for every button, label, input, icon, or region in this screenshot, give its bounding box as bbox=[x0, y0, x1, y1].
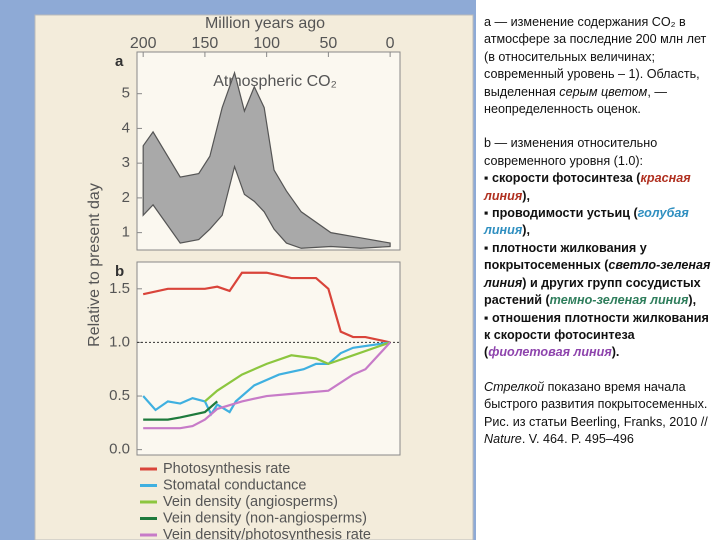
y-tick-label: 3 bbox=[122, 154, 130, 171]
caption-text: серым цветом bbox=[559, 84, 648, 99]
series-line bbox=[143, 341, 391, 430]
caption-text: b — изменения относительно современного … bbox=[484, 136, 658, 168]
caption-text: ▪ скорости фотосинтеза ( bbox=[484, 171, 641, 186]
caption-text: Nature bbox=[484, 431, 522, 446]
series-line bbox=[143, 400, 218, 421]
caption-text: Стрелкой bbox=[484, 379, 545, 394]
caption-text: ▪ плотности жилкования у покрытосеменных… bbox=[484, 240, 647, 273]
caption-text: красная линия bbox=[484, 171, 691, 203]
caption-text: а — изменение содержания CO₂ в атмосфере… bbox=[484, 15, 707, 99]
y-tick-label: 0.5 bbox=[109, 387, 130, 404]
y-tick-label: 5 bbox=[122, 85, 130, 102]
caption-text: темно-зеленая линия bbox=[549, 293, 689, 308]
caption-text: ) и других групп сосудистых растений ( bbox=[484, 275, 701, 308]
caption-paragraph: b — изменения относительно современного … bbox=[484, 135, 712, 361]
caption: а — изменение содержания CO₂ в атмосфере… bbox=[484, 14, 712, 465]
y-tick-label: 2 bbox=[122, 189, 130, 206]
x-tick-label: 200 bbox=[130, 35, 157, 52]
caption-text: . V. 464. P. 495–496 bbox=[521, 431, 634, 446]
caption-text: светло-зеленая линия bbox=[484, 258, 711, 290]
legend-label: Vein density/photosynthesis rate bbox=[163, 527, 371, 540]
caption-line: а — изменение содержания CO₂ в атмосфере… bbox=[484, 14, 712, 118]
y-tick-label: 1.0 bbox=[109, 333, 130, 350]
y-tick-label: 1.5 bbox=[109, 280, 130, 297]
y-tick-label: 1 bbox=[122, 224, 130, 241]
x-tick-label: 100 bbox=[253, 35, 280, 52]
caption-line: Рис. из статьи Beerling, Franks, 2010 //… bbox=[484, 414, 712, 449]
y-tick-label: 4 bbox=[122, 119, 130, 136]
x-tick-label: 150 bbox=[192, 35, 219, 52]
legend-label: Vein density (non-angiosperms) bbox=[163, 510, 367, 526]
caption-text: фиолетовая линия bbox=[488, 345, 612, 360]
caption-text: ), bbox=[522, 188, 530, 203]
x-tick-label: 0 bbox=[386, 35, 395, 52]
caption-text: ▪ отношения плотности жилкования к скоро… bbox=[484, 310, 709, 360]
series-line bbox=[204, 341, 391, 403]
caption-background bbox=[476, 0, 720, 540]
y-axis-label: Relative to present day bbox=[86, 183, 103, 347]
caption-text: ). bbox=[611, 345, 620, 360]
caption-paragraph: а — изменение содержания CO₂ в атмосфере… bbox=[484, 14, 712, 118]
caption-paragraph: Стрелкой показано время начала быстрого … bbox=[484, 379, 712, 449]
series-line bbox=[142, 271, 391, 344]
x-axis-label: Million years ago bbox=[205, 15, 325, 32]
caption-line: ▪ скорости фотосинтеза (красная линия), bbox=[484, 170, 712, 205]
x-tick-label: 50 bbox=[319, 35, 337, 52]
legend-label: Stomatal conductance bbox=[163, 477, 306, 493]
chart-title: Atmospheric CO₂ bbox=[213, 73, 337, 90]
uncertainty-band bbox=[142, 70, 391, 249]
panel-label: a bbox=[115, 53, 124, 70]
legend-label: Vein density (angiosperms) bbox=[163, 494, 338, 510]
caption-line: b — изменения относительно современного … bbox=[484, 135, 712, 170]
caption-line: ▪ плотности жилкования у покрытосеменных… bbox=[484, 240, 712, 310]
caption-line: ▪ отношения плотности жилкования к скоро… bbox=[484, 310, 712, 362]
caption-line: ▪ проводимости устьиц (голубая линия), bbox=[484, 205, 712, 240]
caption-text: ▪ проводимости устьиц ( bbox=[484, 206, 638, 221]
panel-label: b bbox=[115, 263, 124, 280]
caption-text: , — неопределенность оценок. bbox=[484, 84, 667, 117]
caption-line: Стрелкой показано время начала быстрого … bbox=[484, 379, 712, 414]
plot-frame bbox=[136, 261, 401, 456]
legend-label: Photosynthesis rate bbox=[163, 461, 290, 477]
caption-text: Рис. из статьи Beerling, Franks, 2010 // bbox=[484, 414, 708, 429]
caption-text: показано время начала быстрого развития … bbox=[484, 379, 708, 412]
y-tick-label: 0.0 bbox=[109, 441, 130, 458]
caption-text: голубая линия bbox=[484, 206, 689, 238]
caption-text: ), bbox=[522, 223, 530, 238]
caption-text: ), bbox=[688, 293, 697, 308]
